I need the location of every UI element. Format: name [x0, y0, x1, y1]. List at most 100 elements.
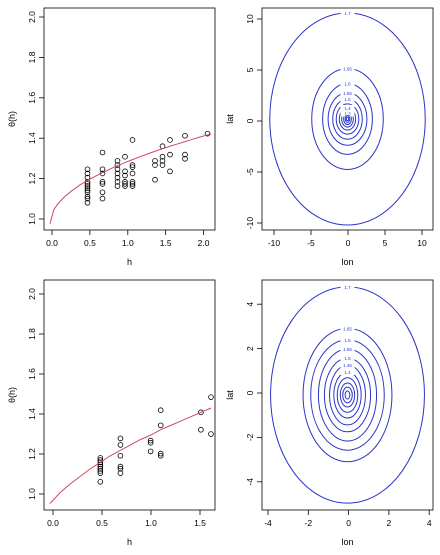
data-point	[157, 422, 164, 429]
contour-label: 1.55	[343, 347, 352, 352]
x-tick-label: 0	[346, 238, 351, 248]
contour-line	[345, 116, 350, 122]
data-point	[122, 153, 128, 160]
data-point	[99, 181, 106, 187]
data-point	[157, 407, 164, 413]
data-point	[97, 459, 104, 466]
data-point	[117, 442, 124, 448]
data-point	[147, 437, 154, 444]
y-tick-label: 1.6	[27, 368, 37, 380]
x-tick-label: -10	[268, 238, 281, 248]
plot-frame	[43, 279, 216, 511]
contour-label-bg	[340, 336, 355, 343]
x-axis-label: h	[127, 537, 132, 547]
panel-2: -10 -5 0 5 10-10-50510lonlat1.71.651.61.551.…	[225, 7, 434, 267]
contour-label: 1.7	[344, 11, 351, 16]
data-point	[122, 168, 128, 175]
y-tick-label: 2.0	[27, 288, 37, 300]
data-point	[97, 468, 104, 474]
data-point	[129, 164, 136, 170]
contour-label: 1.5	[344, 356, 351, 361]
y-tick-label: 1.0	[27, 488, 37, 500]
contour-line	[344, 115, 351, 123]
data-point	[198, 409, 204, 416]
y-tick-label: 1.0	[27, 213, 37, 225]
x-tick-label: 0.5	[84, 238, 96, 248]
data-point	[84, 185, 91, 191]
contour-line	[333, 371, 362, 419]
y-tick-label: 1.8	[27, 51, 37, 63]
y-tick-label: 1.2	[27, 172, 37, 184]
y-tick-label: 10	[245, 14, 255, 24]
contour-line	[344, 390, 351, 400]
contour-label-bg	[340, 283, 355, 290]
data-point	[122, 181, 128, 187]
data-point	[99, 166, 106, 173]
y-axis-label: lat	[225, 114, 235, 124]
x-tick-label: -2	[305, 518, 313, 528]
data-point	[114, 179, 121, 185]
contour-label-bg	[340, 346, 355, 352]
panel-1: 0.0 0.5 1.0 1.5 2.0 1.0 1.2 1.4 1.6 1.8 2.0 h θ(h)	[7, 7, 216, 267]
contour-label: 1.7	[344, 285, 351, 290]
x-axis-label: h	[127, 257, 132, 267]
y-tick-label: 5	[245, 67, 255, 72]
y-tick-label: 1.2	[27, 448, 37, 460]
plot-frame	[261, 7, 434, 231]
contour-label-bg	[340, 362, 355, 369]
data-point	[129, 162, 136, 168]
y-tick-label: 4	[245, 302, 255, 307]
contour-line	[332, 98, 363, 140]
x-tick-label: 0.5	[96, 518, 108, 528]
x-tick-label: 10	[417, 238, 427, 248]
x-tick-label: 1.5	[160, 238, 172, 248]
y-axis-label: θ(h)	[7, 387, 17, 403]
data-point	[84, 193, 91, 200]
plot-frame	[261, 279, 434, 511]
data-point	[99, 179, 106, 185]
panel-3: 0.0 0.5 1.0 1.5 1.0 1.2 1.4 1.6 1.8 2.0 h θ(h)	[7, 279, 216, 547]
y-tick-label: 0	[245, 118, 255, 123]
y-tick-label: -2	[245, 433, 255, 441]
data-point	[129, 179, 136, 185]
data-point	[129, 170, 136, 177]
data-point	[114, 170, 121, 177]
contour-label: 1.45	[343, 363, 352, 368]
data-point	[159, 158, 166, 164]
data-point	[208, 394, 214, 400]
x-tick-label: -4	[264, 518, 272, 528]
data-point	[157, 450, 164, 457]
data-point	[182, 155, 188, 162]
contour-label: 1.65	[343, 67, 352, 72]
data-point	[84, 199, 91, 206]
x-tick-label: 1.5	[194, 518, 206, 528]
contour-label-bg	[340, 110, 355, 117]
contour-label: 1.6	[344, 82, 351, 87]
contour-line	[336, 377, 359, 413]
contour-label-bg	[340, 89, 355, 96]
x-axis-label: lon	[341, 257, 353, 267]
y-tick-label: 0	[245, 390, 255, 395]
contour-label: 1.55	[343, 91, 352, 96]
x-tick-label: 0.0	[46, 238, 58, 248]
data-point	[97, 478, 104, 485]
y-tick-label: 1.4	[27, 408, 37, 420]
contour-line	[270, 286, 425, 504]
contour-label-bg	[340, 104, 355, 111]
data-point	[122, 183, 128, 189]
data-point	[157, 452, 164, 459]
data-point	[208, 431, 214, 437]
contour-label: 1.6	[344, 338, 351, 343]
x-tick-label: 1.0	[122, 238, 134, 248]
contour-label-bg	[340, 65, 355, 72]
data-point	[84, 183, 91, 189]
x-tick-label: -5	[307, 238, 315, 248]
contour-label-bg	[340, 325, 355, 332]
plot-frame	[43, 7, 216, 231]
data-point	[99, 189, 106, 196]
data-point	[147, 448, 154, 455]
data-point	[129, 181, 136, 187]
data-point	[152, 162, 158, 168]
y-tick-label: -4	[245, 478, 255, 486]
data-point	[84, 187, 91, 194]
